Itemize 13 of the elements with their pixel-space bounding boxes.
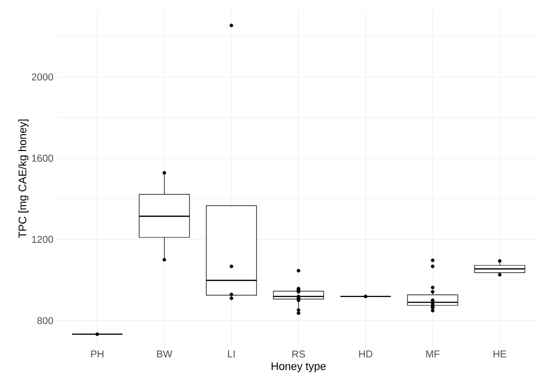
x-tick-label: MF [426, 350, 440, 358]
y-tick-label: 800 [37, 317, 54, 324]
x-tick-label: HE [494, 350, 506, 358]
x-tick-label: RS [292, 350, 305, 358]
x-tick-label: BW [157, 350, 172, 358]
y-tick-label: 1200 [32, 236, 54, 243]
y-axis-title: TPC [mg CAE/kg honey] [18, 120, 28, 238]
x-tick-label: PH [91, 350, 104, 358]
y-tick-label: 2000 [32, 73, 54, 81]
x-tick-label: LI [228, 350, 235, 358]
x-tick-label: HD [359, 350, 372, 358]
y-tick-label: 1600 [32, 154, 54, 162]
x-axis-title: Honey type [272, 362, 326, 372]
